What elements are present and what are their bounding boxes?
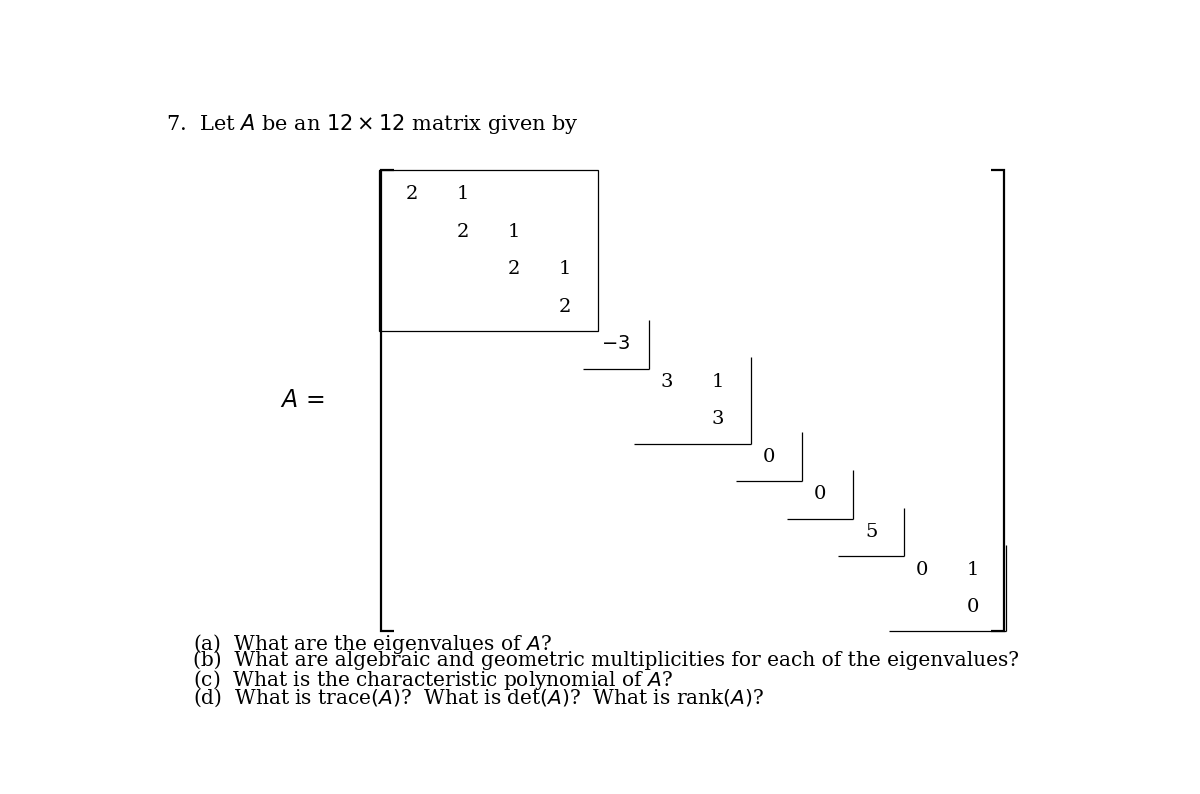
Text: 3: 3 [661,373,673,391]
Text: (d)  What is trace$(A)$?  What is det$(A)$?  What is rank$(A)$?: (d) What is trace$(A)$? What is det$(A)$… [193,686,763,709]
Text: (c)  What is the characteristic polynomial of $A$?: (c) What is the characteristic polynomia… [193,669,672,692]
Text: 0: 0 [763,448,775,466]
Text: 1: 1 [508,222,520,241]
Text: 7.  Let $A$ be an $12 \times 12$ matrix given by: 7. Let $A$ be an $12 \times 12$ matrix g… [166,112,578,137]
Text: 0: 0 [967,598,979,616]
Text: 0: 0 [814,485,827,503]
Text: 1: 1 [967,561,979,579]
Text: $-3$: $-3$ [601,335,630,353]
Text: 1: 1 [457,185,469,203]
Text: 2: 2 [508,260,520,278]
Text: (a)  What are the eigenvalues of $A$?: (a) What are the eigenvalues of $A$? [193,632,552,656]
Text: 0: 0 [916,561,929,579]
Text: (b)  What are algebraic and geometric multiplicities for each of the eigenvalues: (b) What are algebraic and geometric mul… [193,650,1019,669]
Text: 1: 1 [559,260,571,278]
Text: 2: 2 [559,298,571,316]
Text: 3: 3 [712,410,725,428]
Text: 2: 2 [457,222,469,241]
Text: 5: 5 [865,523,877,541]
Text: 1: 1 [712,373,724,391]
Text: $A\,=$: $A\,=$ [280,389,325,412]
Text: 2: 2 [406,185,418,203]
